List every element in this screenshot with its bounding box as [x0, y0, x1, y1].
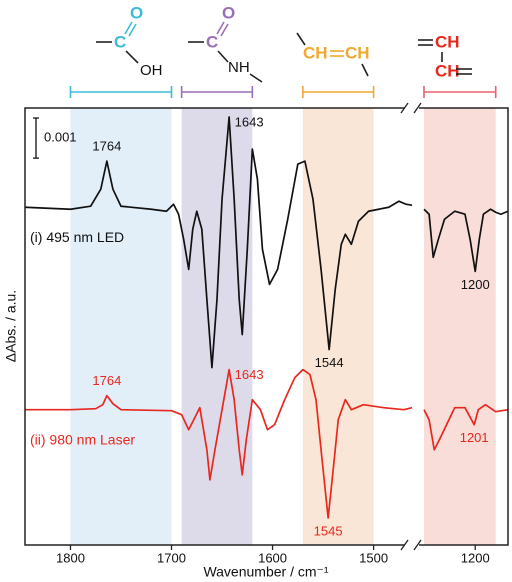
band [302, 108, 374, 545]
peak-label: 1201 [460, 430, 489, 445]
band-bracket [180, 86, 254, 98]
atom: OH [140, 62, 163, 79]
spectrum-line [25, 368, 509, 519]
atom: C [114, 32, 126, 51]
band-bracket [423, 86, 497, 98]
atom: O [222, 3, 235, 22]
x-tick-label: 1500 [359, 550, 388, 565]
bond [125, 50, 139, 64]
atom: NH [228, 59, 250, 76]
y-axis-label: ΔAbs. / a.u. [3, 290, 19, 362]
x-tick-label: 1800 [56, 550, 85, 565]
peak-label: 1764 [92, 139, 121, 154]
band [181, 108, 253, 545]
peak-label: 1643 [235, 367, 264, 382]
bond [249, 73, 263, 83]
bond [296, 32, 306, 46]
x-tick-label: 1600 [258, 550, 287, 565]
axis-break [405, 541, 419, 549]
frame [24, 107, 509, 546]
bond [217, 50, 229, 63]
peak-label: 1544 [315, 355, 344, 370]
atom: CH [303, 43, 328, 62]
axis-break [405, 104, 419, 112]
structures: C O OH C O NH CH CH CH CH [96, 3, 472, 83]
atom: O [130, 3, 143, 22]
band [424, 108, 496, 545]
plot-area: 1800 1700 1600 1500 1200 0.001 (i) 495 nm LED 1… [24, 114, 509, 565]
bond [124, 21, 133, 35]
bond [216, 21, 225, 35]
atom: CH [435, 32, 460, 51]
break-mark [400, 102, 422, 551]
peak-label: 1764 [92, 373, 121, 388]
band [70, 108, 172, 545]
bond [220, 23, 229, 37]
peak-label: 1643 [235, 114, 264, 129]
peak-label: 1545 [314, 523, 343, 538]
scale-bar-label: 0.001 [44, 129, 77, 144]
band-bracket [302, 86, 375, 98]
band-bracket [69, 86, 173, 98]
bond [361, 63, 369, 77]
x-axis-label: Wavenumber / cm⁻¹ [203, 564, 328, 580]
bands [69, 86, 497, 545]
series-label: (i) 495 nm LED [30, 229, 124, 245]
scale-bar [33, 117, 39, 159]
series-label: (ii) 980 nm Laser [30, 431, 135, 447]
spectrum-line [24, 116, 509, 369]
x-tick-label: 1200 [461, 550, 490, 565]
bond [128, 23, 137, 37]
x-tick-label: 1700 [157, 550, 186, 565]
atom: C [206, 32, 218, 51]
peak-label: 1200 [461, 277, 490, 292]
atom: CH [345, 43, 370, 62]
atom: CH [435, 61, 460, 80]
